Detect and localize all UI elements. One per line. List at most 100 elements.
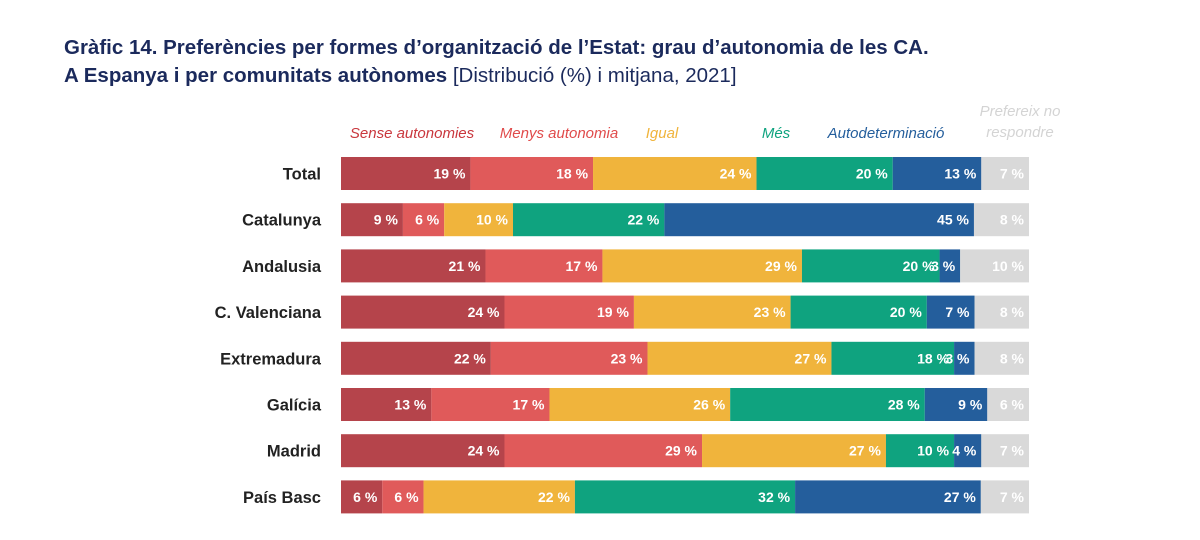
bar-segment — [981, 157, 1029, 190]
data-label: 18 % — [556, 166, 588, 182]
data-label: 13 % — [944, 166, 976, 182]
data-label: 17 % — [513, 397, 545, 413]
chart-title: Gràfic 14. Preferències per formes d’org… — [64, 34, 929, 90]
category-label: Catalunya — [242, 212, 322, 230]
data-label: 7 % — [1000, 443, 1025, 459]
data-label: 19 % — [597, 304, 629, 320]
category-label: País Basc — [243, 489, 321, 507]
data-label: 6 % — [1000, 397, 1025, 413]
bar-segment — [795, 480, 981, 514]
data-label: 27 % — [849, 443, 881, 459]
legend-label-4: Més — [762, 125, 791, 142]
bar-segment — [892, 157, 982, 190]
data-label: 22 % — [627, 212, 659, 228]
data-label: 6 % — [394, 489, 419, 505]
data-label: 45 % — [937, 212, 969, 228]
bar-segment — [504, 295, 634, 329]
bar-segment — [485, 249, 603, 283]
bar-segment — [504, 434, 703, 468]
data-label: 17 % — [566, 258, 598, 274]
category-label: Total — [283, 166, 321, 184]
category-label: Extremadura — [220, 350, 322, 368]
category-label: C. Valenciana — [215, 304, 322, 322]
bar-segment — [790, 295, 927, 329]
legend-label-3: Igual — [646, 125, 679, 142]
data-label: 27 % — [944, 489, 976, 505]
bar-segment — [987, 388, 1029, 421]
data-label: 24 % — [720, 166, 752, 182]
legend-label-1: Sense autonomies — [350, 125, 475, 142]
data-label: 4 % — [952, 443, 977, 459]
bar-segment — [980, 480, 1029, 514]
bar-segment — [341, 480, 383, 514]
bar-segment — [470, 157, 594, 190]
bar-segment — [885, 434, 955, 468]
data-label: 9 % — [374, 212, 399, 228]
data-label: 10 % — [917, 443, 949, 459]
data-label: 19 % — [434, 166, 466, 182]
bar-segment — [490, 341, 648, 375]
bar-segment — [574, 480, 796, 514]
data-label: 10 % — [992, 258, 1024, 274]
category-label: Madrid — [267, 443, 321, 461]
bar-segment — [664, 203, 974, 237]
bar-segment — [954, 341, 975, 375]
bar-segment — [444, 203, 513, 237]
bar-segment — [974, 295, 1029, 329]
bar-segment — [939, 249, 961, 283]
bar-segment — [633, 295, 791, 329]
category-label: Galícia — [267, 397, 322, 415]
bar-segment — [926, 295, 975, 329]
data-label: 7 % — [1000, 489, 1025, 505]
data-label: 32 % — [758, 489, 790, 505]
data-label: 22 % — [538, 489, 570, 505]
data-label: 8 % — [1000, 304, 1025, 320]
bar-segment — [402, 203, 445, 237]
data-label: 28 % — [888, 397, 920, 413]
data-label: 26 % — [693, 397, 725, 413]
data-label: 23 % — [754, 304, 786, 320]
data-label: 20 % — [903, 258, 935, 274]
data-label: 3 % — [945, 350, 970, 366]
bar-segment — [513, 203, 665, 237]
bar-segment — [924, 388, 988, 421]
category-label: Andalusia — [242, 258, 322, 276]
data-label: 13 % — [394, 397, 426, 413]
data-label: 29 % — [665, 443, 697, 459]
data-label: 20 % — [890, 304, 922, 320]
bar-segment — [831, 341, 955, 375]
bar-segment — [341, 295, 505, 329]
bar-segment — [647, 341, 832, 375]
data-label: 20 % — [856, 166, 888, 182]
chart-title-line-2-bold: A Espanya i per comunitats autònomes — [64, 64, 448, 87]
data-label: 24 % — [468, 443, 500, 459]
bar-segment — [801, 249, 940, 283]
bar-segment — [730, 388, 925, 421]
legend-label-5: Autodeterminació — [827, 125, 945, 142]
bar-segment — [341, 341, 491, 375]
bar-segment — [341, 157, 471, 190]
data-label: 23 % — [611, 350, 643, 366]
bar-segment — [960, 249, 1029, 283]
bar-segment — [341, 249, 486, 283]
bar-segment — [423, 480, 575, 514]
legend-label-6-line-2: respondre — [986, 124, 1054, 141]
data-label: 3 % — [931, 258, 956, 274]
data-label: 8 % — [1000, 212, 1025, 228]
data-label: 22 % — [454, 350, 486, 366]
data-label: 24 % — [468, 304, 500, 320]
legend-label-2: Menys autonomia — [500, 125, 618, 142]
data-label: 21 % — [449, 258, 481, 274]
data-label: 18 % — [917, 350, 949, 366]
bar-segment — [702, 434, 886, 468]
bar-segment — [954, 434, 982, 468]
bar-segment — [382, 480, 424, 514]
bar-segment — [549, 388, 731, 421]
bar-segment — [602, 249, 802, 283]
data-label: 6 % — [353, 489, 378, 505]
chart-title-line-1: Gràfic 14. Preferències per formes d’org… — [64, 36, 929, 59]
data-label: 7 % — [945, 304, 970, 320]
data-label: 27 % — [795, 350, 827, 366]
bar-segment — [341, 388, 432, 421]
